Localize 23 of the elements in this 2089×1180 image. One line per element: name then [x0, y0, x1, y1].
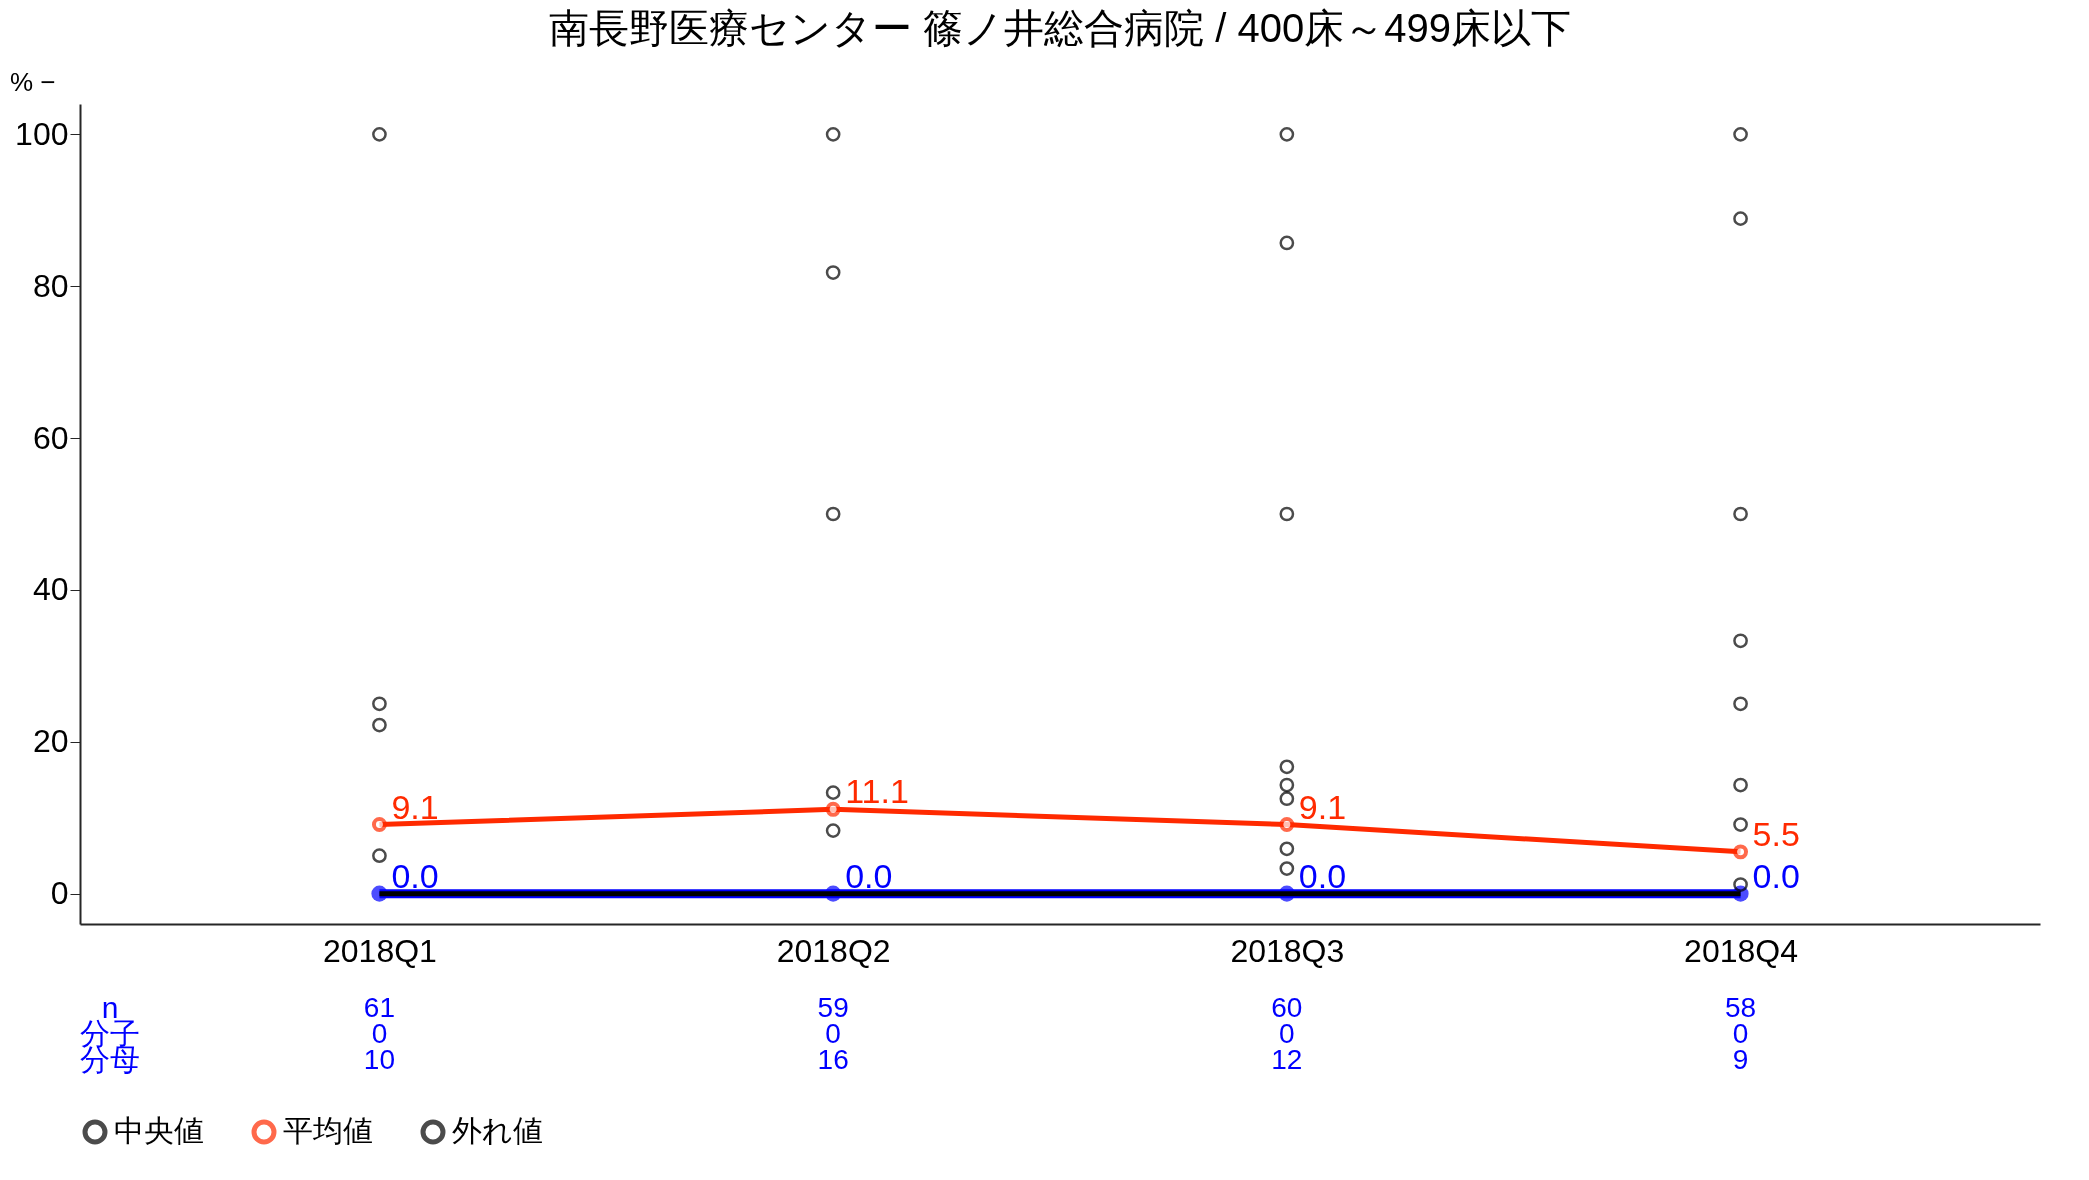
chart-title: 南長野医療センター 篠ノ井総合病院 / 400床～499床以下 — [549, 6, 1571, 50]
data-label: 9.1 — [391, 787, 439, 826]
data-label: 9.1 — [1298, 787, 1347, 826]
data-label: 0.0 — [1298, 856, 1347, 895]
y-tick-label: 100 — [15, 115, 69, 152]
y-tick-label: 20 — [32, 723, 69, 760]
legend-label: 中央値 — [114, 1114, 204, 1147]
data-label: 0.0 — [391, 856, 439, 895]
y-tick-label: 80 — [32, 267, 69, 304]
data-label: 0.0 — [845, 856, 893, 895]
data-label: 0.0 — [1752, 856, 1800, 895]
y-axis-title: % − — [10, 67, 56, 97]
x-tick-label: 2018Q3 — [1230, 932, 1345, 969]
y-tick-label: 60 — [32, 419, 69, 456]
x-tick-label: 2018Q2 — [776, 932, 891, 969]
data-label: 11.1 — [845, 772, 909, 811]
y-tick-label: 0 — [50, 875, 69, 912]
legend-label: 外れ値 — [452, 1114, 543, 1147]
y-tick-label: 40 — [32, 571, 69, 608]
x-tick-label: 2018Q4 — [1684, 932, 1798, 969]
x-tick-label: 2018Q1 — [323, 932, 437, 969]
data-label: 5.5 — [1752, 814, 1800, 853]
legend-label: 平均値 — [283, 1114, 373, 1147]
